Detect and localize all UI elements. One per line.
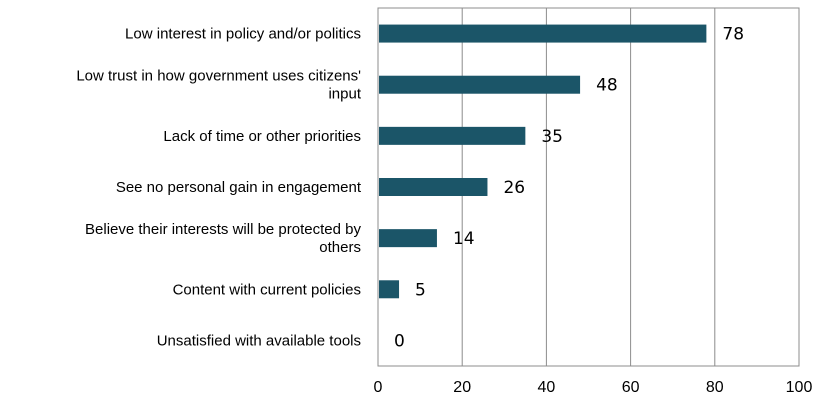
data-labels: 78 48 35 26 14 5 0 [394, 25, 744, 352]
category-label-line: See no personal gain in engagement [116, 179, 362, 196]
category-label-line: Low interest in policy and/or politics [125, 26, 361, 43]
bar [379, 229, 437, 248]
plot-area-frame [377, 7, 800, 367]
x-tick-label: 60 [622, 379, 640, 396]
x-tick-label: 80 [706, 379, 724, 396]
data-label: 0 [394, 331, 405, 351]
bar [379, 75, 581, 94]
bar [379, 280, 400, 299]
category-labels: Low interest in policy and/or politics Lo… [76, 26, 362, 350]
category-label-line: Unsatisfied with available tools [157, 332, 361, 349]
data-label: 48 [596, 76, 618, 96]
category-label: Believe their interests will be protecte… [85, 221, 361, 256]
category-label-line: others [319, 239, 361, 256]
category-label-line: Content with current policies [173, 281, 361, 298]
category-label: Lack of time or other priorities [163, 128, 361, 145]
category-label-line: Believe their interests will be protecte… [85, 221, 361, 238]
data-label: 26 [503, 178, 525, 198]
data-label: 14 [453, 229, 475, 249]
category-label-line: input [328, 86, 361, 103]
x-tick-label: 40 [538, 379, 556, 396]
category-label: Unsatisfied with available tools [157, 332, 361, 349]
x-tick-label: 20 [453, 379, 471, 396]
x-tick-label: 0 [374, 379, 383, 396]
bars [379, 24, 707, 299]
data-label: 78 [722, 25, 744, 45]
x-tick-label: 100 [786, 379, 813, 396]
x-axis-tick-labels: 0 20 40 60 80 100 [374, 379, 813, 396]
category-label-line: Lack of time or other priorities [163, 128, 361, 145]
bar [379, 178, 488, 196]
category-label: Low interest in policy and/or politics [125, 26, 361, 43]
data-label: 35 [541, 127, 563, 147]
bar [379, 126, 526, 145]
category-label-line: Low trust in how government uses citizen… [76, 68, 361, 85]
data-label: 5 [415, 280, 426, 300]
gridlines [461, 8, 716, 366]
bar [379, 24, 707, 43]
category-label: Content with current policies [173, 281, 361, 298]
category-label: Low trust in how government uses citizen… [76, 68, 362, 103]
category-label: See no personal gain in engagement [116, 179, 362, 196]
